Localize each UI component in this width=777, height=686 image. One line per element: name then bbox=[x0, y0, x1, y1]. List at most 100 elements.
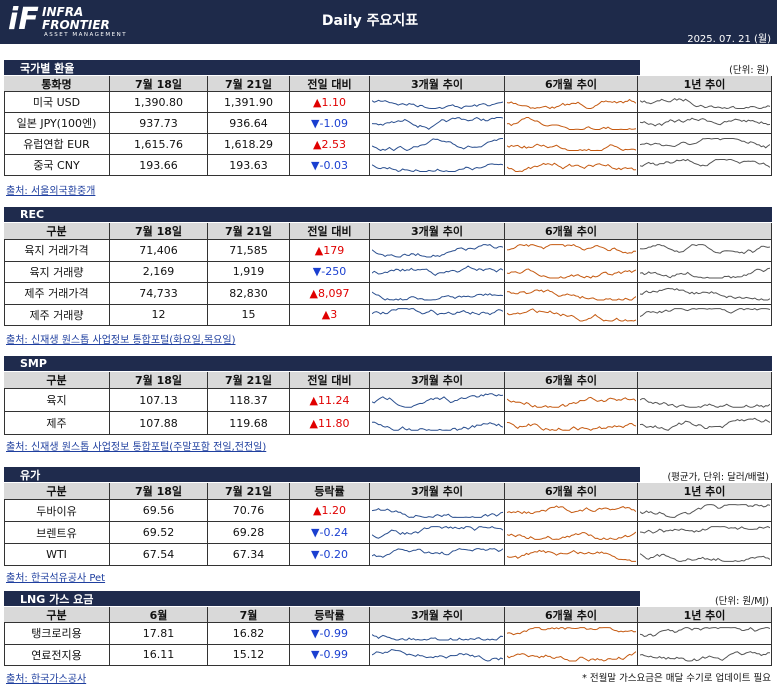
sparkline-cell bbox=[638, 113, 772, 134]
sparkline-path bbox=[506, 396, 636, 408]
logo-line: FRONTIER bbox=[42, 18, 110, 32]
logo-sub: ASSET MANAGEMENT bbox=[44, 32, 128, 38]
value-cell: 193.63 bbox=[208, 155, 290, 176]
sparkline-path bbox=[371, 116, 503, 130]
column-header: 7월 bbox=[208, 607, 290, 623]
sparkline-path bbox=[506, 421, 636, 431]
value-cell: 71,585 bbox=[208, 240, 290, 262]
row-label: WTI bbox=[4, 544, 110, 566]
change-cell: ▼-0.03 bbox=[290, 155, 370, 176]
change-cell: ▼-0.99 bbox=[290, 644, 370, 666]
column-header: 7월 21일 bbox=[208, 483, 290, 500]
value-cell: 1,919 bbox=[208, 261, 290, 283]
row-label: 미국 USD bbox=[4, 92, 110, 113]
value-cell: 70.76 bbox=[208, 500, 290, 522]
row-label: 브렌트유 bbox=[4, 522, 110, 544]
source-link[interactable]: 출처: 신재생 원스톱 사업정보 통합포털(화요일,목요일) bbox=[6, 335, 236, 346]
sparkline-cell bbox=[638, 544, 772, 566]
source-link[interactable]: 출처: 한국가스공사 bbox=[6, 674, 87, 685]
sparkline-cell bbox=[638, 155, 772, 176]
sparkline-path bbox=[371, 137, 503, 151]
change-cell: ▲11.80 bbox=[290, 412, 370, 435]
sparkline-cell bbox=[638, 261, 772, 283]
change-cell: ▼-0.24 bbox=[290, 522, 370, 544]
sparkline-path bbox=[371, 633, 503, 641]
source-link[interactable]: 출처: 서울외국환중개 bbox=[6, 186, 96, 197]
column-header: 6개월 추이 bbox=[505, 372, 638, 389]
sparkline-cell bbox=[638, 240, 772, 262]
column-header: 3개월 추이 bbox=[370, 483, 505, 500]
sparkline-path bbox=[371, 99, 503, 109]
sparkline-cell bbox=[505, 261, 638, 283]
sparkline-path bbox=[371, 392, 503, 408]
section-bar: 유가 bbox=[4, 467, 640, 482]
sparkline-cell bbox=[505, 155, 638, 176]
sparkline-cell bbox=[370, 304, 505, 326]
sparkline-path bbox=[371, 265, 503, 277]
sparkline-path bbox=[639, 525, 770, 534]
row-label: 육지 거래가격 bbox=[4, 240, 110, 262]
sparkline-path bbox=[639, 417, 770, 431]
sparkline-cell bbox=[505, 134, 638, 155]
value-cell: 107.88 bbox=[110, 412, 208, 435]
column-header: 6개월 추이 bbox=[505, 483, 638, 500]
sparkline bbox=[371, 116, 503, 130]
value-cell: 74,733 bbox=[110, 283, 208, 305]
value-cell: 193.66 bbox=[110, 155, 208, 176]
sparkline bbox=[639, 97, 770, 109]
row-label: 제주 거래량 bbox=[4, 304, 110, 326]
sparkline bbox=[506, 116, 636, 130]
source-link[interactable]: 출처: 한국석유공사 Pet bbox=[6, 573, 106, 584]
sparkline-path bbox=[506, 308, 636, 322]
sparkline-path bbox=[506, 162, 636, 172]
column-header: 통화명 bbox=[4, 76, 110, 92]
change-cell: ▼-0.20 bbox=[290, 544, 370, 566]
sparkline-path bbox=[639, 552, 770, 562]
sparkline-cell bbox=[505, 92, 638, 113]
sparkline-cell bbox=[370, 92, 505, 113]
sparkline-cell bbox=[370, 389, 505, 412]
sparkline-cell bbox=[370, 412, 505, 435]
sparkline bbox=[371, 525, 503, 539]
sparkline bbox=[371, 633, 503, 641]
sparkline-cell bbox=[505, 522, 638, 544]
column-header: 7월 21일 bbox=[208, 372, 290, 389]
row-label: 육지 거래량 bbox=[4, 261, 110, 283]
sparkline-cell bbox=[638, 283, 772, 305]
sparkline-path bbox=[506, 288, 636, 301]
change-cell: ▲1.10 bbox=[290, 92, 370, 113]
sparkline bbox=[639, 503, 770, 518]
sparkline bbox=[639, 267, 770, 279]
sparkline-cell bbox=[505, 412, 638, 435]
source-link[interactable]: 출처: 신재생 원스톱 사업정보 통합포털(주말포함 전일,전전일) bbox=[6, 442, 267, 453]
sparkline-cell bbox=[505, 389, 638, 412]
sparkline-cell bbox=[370, 134, 505, 155]
report-date: 2025. 07. 21 (월) bbox=[687, 34, 771, 45]
sparkline-cell bbox=[370, 261, 505, 283]
sparkline bbox=[506, 549, 636, 562]
sparkline-path bbox=[506, 98, 636, 109]
row-label: 제주 거래가격 bbox=[4, 283, 110, 305]
value-cell: 1,618.29 bbox=[208, 134, 290, 155]
sparkline bbox=[639, 287, 770, 301]
sparkline bbox=[639, 243, 770, 254]
sparkline-path bbox=[371, 291, 503, 301]
sparkline bbox=[639, 552, 770, 562]
column-header: 등락률 bbox=[290, 483, 370, 500]
row-label: 일본 JPY(100엔) bbox=[4, 113, 110, 134]
sparkline-cell bbox=[370, 155, 505, 176]
sparkline-cell bbox=[370, 283, 505, 305]
sparkline-path bbox=[371, 421, 503, 431]
sparkline bbox=[371, 507, 503, 518]
section-bar: SMP bbox=[4, 356, 772, 371]
value-cell: 69.56 bbox=[110, 500, 208, 522]
sparkline bbox=[371, 648, 503, 662]
column-header: 1년 추이 bbox=[638, 607, 772, 623]
column-header: 전일 대비 bbox=[290, 223, 370, 240]
sparkline-cell bbox=[505, 500, 638, 522]
sparkline bbox=[371, 243, 503, 257]
unit-note: (단위: 원/MJ) bbox=[714, 596, 769, 607]
column-header bbox=[638, 372, 772, 389]
change-cell: ▼-250 bbox=[290, 261, 370, 283]
sparkline-cell bbox=[638, 522, 772, 544]
